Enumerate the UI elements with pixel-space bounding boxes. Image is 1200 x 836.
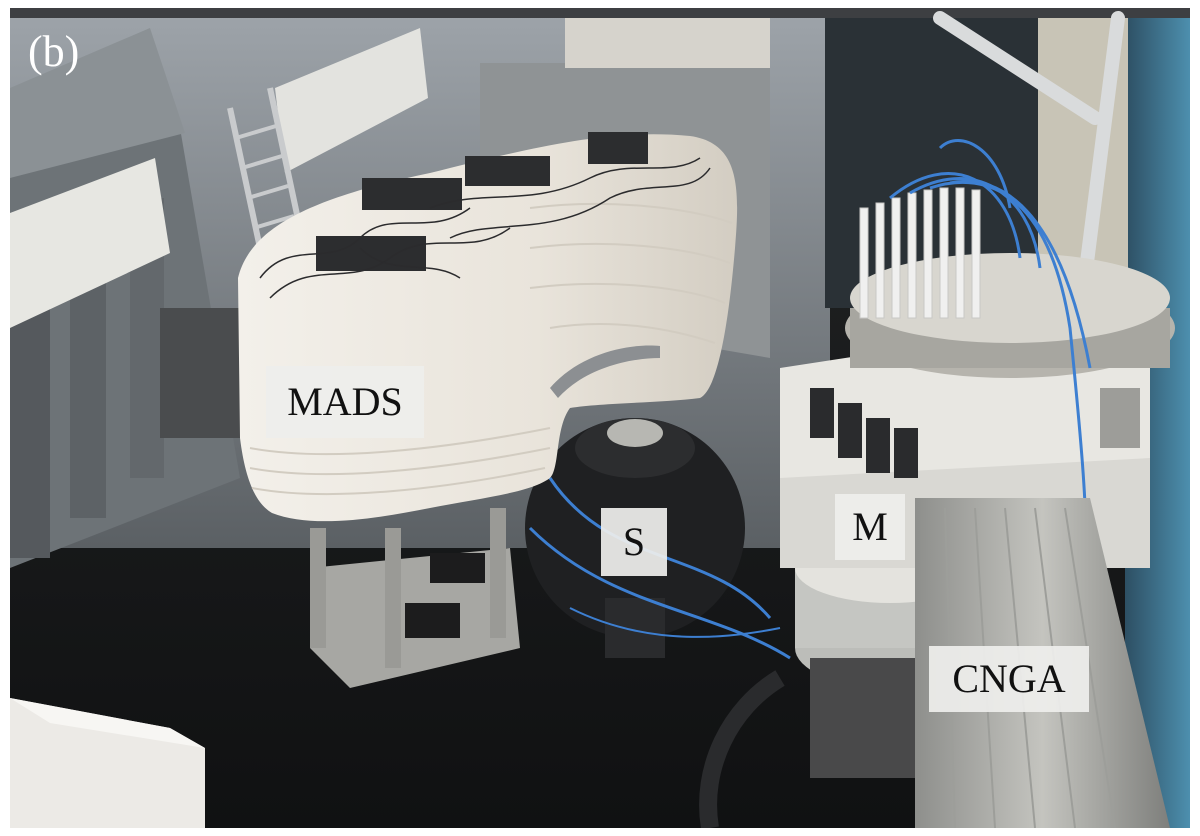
panel-tag: (b): [28, 27, 80, 76]
label-cnga: CNGA: [929, 646, 1089, 712]
label-mads: MADS: [266, 366, 424, 438]
cable-chain: [699, 670, 785, 828]
label-m: M: [835, 494, 905, 560]
label-s: S: [601, 508, 667, 576]
overhead-truss: [933, 11, 1125, 285]
experimental-hall-photo: [10, 8, 1190, 828]
ladder: [227, 87, 305, 249]
white-crate: [10, 698, 205, 828]
cnga-and-monochromator: [780, 139, 1175, 828]
